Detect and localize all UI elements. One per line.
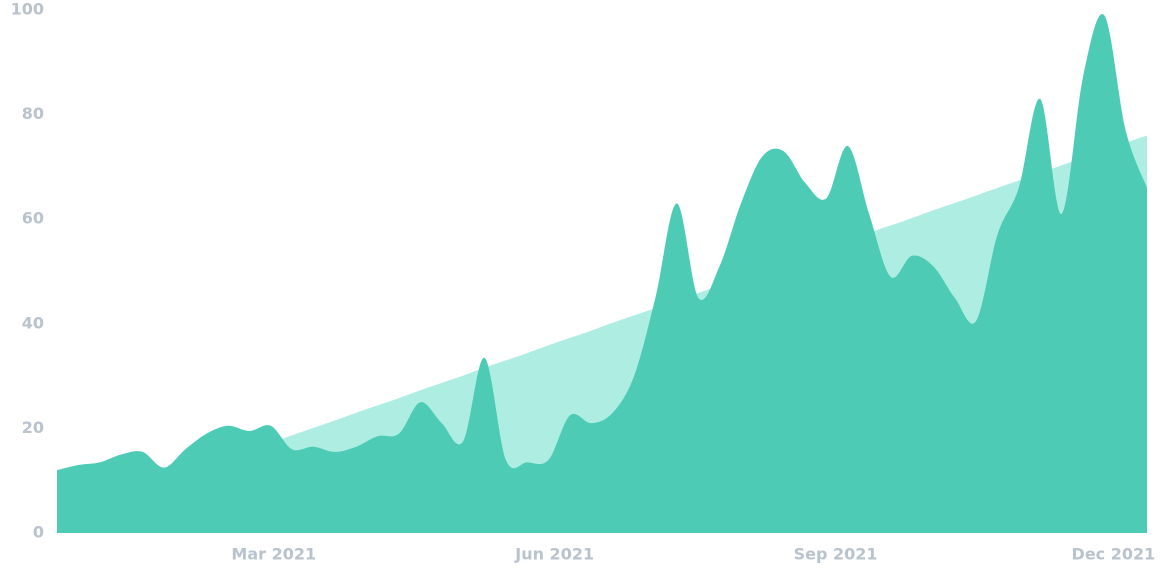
x-tick-label: Sep 2021 [794, 545, 878, 564]
x-tick-label: Jun 2021 [514, 545, 594, 564]
y-tick-label: 100 [11, 0, 44, 19]
area [57, 13, 1147, 534]
x-tick-label: Dec 2021 [1072, 545, 1156, 564]
y-tick-label: 80 [22, 104, 44, 123]
y-tick-label: 0 [33, 523, 44, 542]
y-tick-label: 60 [22, 209, 44, 228]
y-tick-label: 40 [22, 313, 44, 332]
y-tick-label: 20 [22, 418, 44, 437]
x-tick-label: Mar 2021 [231, 545, 316, 564]
